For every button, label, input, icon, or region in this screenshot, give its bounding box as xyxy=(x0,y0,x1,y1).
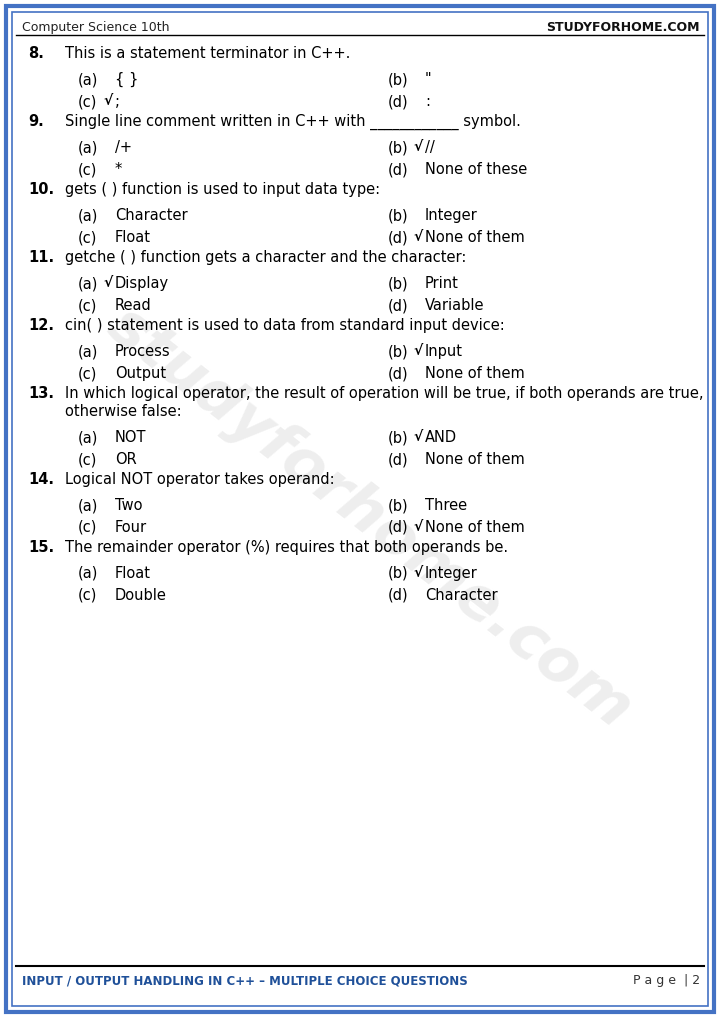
Text: Float: Float xyxy=(115,566,151,581)
Text: 12.: 12. xyxy=(28,318,54,333)
Text: (a): (a) xyxy=(78,208,99,223)
Text: (b): (b) xyxy=(388,566,409,581)
Text: (d): (d) xyxy=(388,452,409,467)
Text: Logical NOT operator takes operand:: Logical NOT operator takes operand: xyxy=(65,472,335,487)
Text: 9.: 9. xyxy=(28,114,44,129)
Text: Integer: Integer xyxy=(425,566,478,581)
Text: Single line comment written in C++ with ____________ symbol.: Single line comment written in C++ with … xyxy=(65,114,521,130)
Text: Character: Character xyxy=(115,208,188,223)
Text: ;: ; xyxy=(115,94,120,109)
Text: √: √ xyxy=(413,230,422,244)
Text: (a): (a) xyxy=(78,430,99,445)
Text: Float: Float xyxy=(115,230,151,245)
Text: P a g e  | 2: P a g e | 2 xyxy=(633,974,700,987)
Text: (b): (b) xyxy=(388,208,409,223)
Text: 8.: 8. xyxy=(28,46,44,61)
Text: 15.: 15. xyxy=(28,540,54,555)
Text: None of them: None of them xyxy=(425,452,525,467)
Text: (d): (d) xyxy=(388,162,409,177)
Text: √: √ xyxy=(413,520,422,534)
Text: (b): (b) xyxy=(388,498,409,513)
Text: (c): (c) xyxy=(78,230,97,245)
Text: Computer Science 10th: Computer Science 10th xyxy=(22,21,169,34)
Text: { }: { } xyxy=(115,72,138,88)
Text: √: √ xyxy=(413,344,422,358)
Text: (d): (d) xyxy=(388,298,409,313)
Text: 11.: 11. xyxy=(28,250,54,265)
Text: Four: Four xyxy=(115,520,147,535)
Text: Three: Three xyxy=(425,498,467,513)
Text: In which logical operator, the result of operation will be true, if both operand: In which logical operator, the result of… xyxy=(65,386,703,401)
Text: (b): (b) xyxy=(388,344,409,359)
Text: otherwise false:: otherwise false: xyxy=(65,404,181,419)
Text: cin( ) statement is used to data from standard input device:: cin( ) statement is used to data from st… xyxy=(65,318,505,333)
Text: None of these: None of these xyxy=(425,162,527,177)
Text: Read: Read xyxy=(115,298,152,313)
Text: Print: Print xyxy=(425,276,459,291)
Text: (c): (c) xyxy=(78,452,97,467)
Text: studyforhome.com: studyforhome.com xyxy=(96,295,643,740)
Text: (c): (c) xyxy=(78,94,97,109)
Text: (d): (d) xyxy=(388,588,409,603)
Text: (b): (b) xyxy=(388,430,409,445)
Text: None of them: None of them xyxy=(425,520,525,535)
Text: (b): (b) xyxy=(388,140,409,155)
Text: *: * xyxy=(115,162,122,177)
Text: (a): (a) xyxy=(78,72,99,87)
Text: (a): (a) xyxy=(78,566,99,581)
Text: 13.: 13. xyxy=(28,386,54,401)
Text: Display: Display xyxy=(115,276,169,291)
Text: Input: Input xyxy=(425,344,463,359)
Text: getche ( ) function gets a character and the character:: getche ( ) function gets a character and… xyxy=(65,250,467,265)
Text: (a): (a) xyxy=(78,140,99,155)
Text: :: : xyxy=(425,94,430,109)
Text: (c): (c) xyxy=(78,298,97,313)
Text: Output: Output xyxy=(115,366,166,381)
Text: (c): (c) xyxy=(78,366,97,381)
Text: (c): (c) xyxy=(78,588,97,603)
Text: INPUT / OUTPUT HANDLING IN C++ – MULTIPLE CHOICE QUESTIONS: INPUT / OUTPUT HANDLING IN C++ – MULTIPL… xyxy=(22,974,468,987)
Text: (a): (a) xyxy=(78,276,99,291)
Text: 14.: 14. xyxy=(28,472,54,487)
Text: AND: AND xyxy=(425,430,457,445)
Text: √: √ xyxy=(413,140,422,154)
Text: (b): (b) xyxy=(388,276,409,291)
Text: This is a statement terminator in C++.: This is a statement terminator in C++. xyxy=(65,46,351,61)
Text: Two: Two xyxy=(115,498,143,513)
Text: (d): (d) xyxy=(388,94,409,109)
Text: /+: /+ xyxy=(115,140,132,155)
Text: (d): (d) xyxy=(388,366,409,381)
Text: (d): (d) xyxy=(388,520,409,535)
Text: Variable: Variable xyxy=(425,298,485,313)
Text: gets ( ) function is used to input data type:: gets ( ) function is used to input data … xyxy=(65,182,380,197)
Text: //: // xyxy=(425,140,435,155)
Text: √: √ xyxy=(103,94,112,108)
Text: (d): (d) xyxy=(388,230,409,245)
Text: 10.: 10. xyxy=(28,182,54,197)
Text: None of them: None of them xyxy=(425,230,525,245)
Text: (b): (b) xyxy=(388,72,409,87)
Text: (c): (c) xyxy=(78,162,97,177)
Text: ": " xyxy=(425,72,431,87)
Text: √: √ xyxy=(103,276,112,290)
Text: √: √ xyxy=(413,566,422,580)
Text: Character: Character xyxy=(425,588,498,603)
Text: (a): (a) xyxy=(78,344,99,359)
Text: (a): (a) xyxy=(78,498,99,513)
Text: None of them: None of them xyxy=(425,366,525,381)
Text: OR: OR xyxy=(115,452,137,467)
Text: Process: Process xyxy=(115,344,171,359)
Text: √: √ xyxy=(413,430,422,444)
Text: STUDYFORHOME.COM: STUDYFORHOME.COM xyxy=(546,21,700,34)
Text: Integer: Integer xyxy=(425,208,478,223)
Text: (c): (c) xyxy=(78,520,97,535)
Text: The remainder operator (%) requires that both operands be.: The remainder operator (%) requires that… xyxy=(65,540,508,555)
Text: NOT: NOT xyxy=(115,430,146,445)
Text: Double: Double xyxy=(115,588,167,603)
